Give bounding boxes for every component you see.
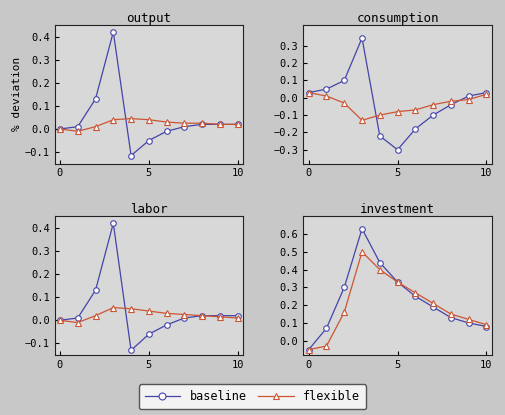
Legend: baseline, flexible: baseline, flexible — [139, 384, 366, 409]
Title: investment: investment — [360, 203, 435, 216]
Title: labor: labor — [130, 203, 168, 216]
Y-axis label: % deviation: % deviation — [12, 57, 22, 132]
Title: output: output — [126, 12, 171, 25]
Title: consumption: consumption — [357, 12, 439, 25]
